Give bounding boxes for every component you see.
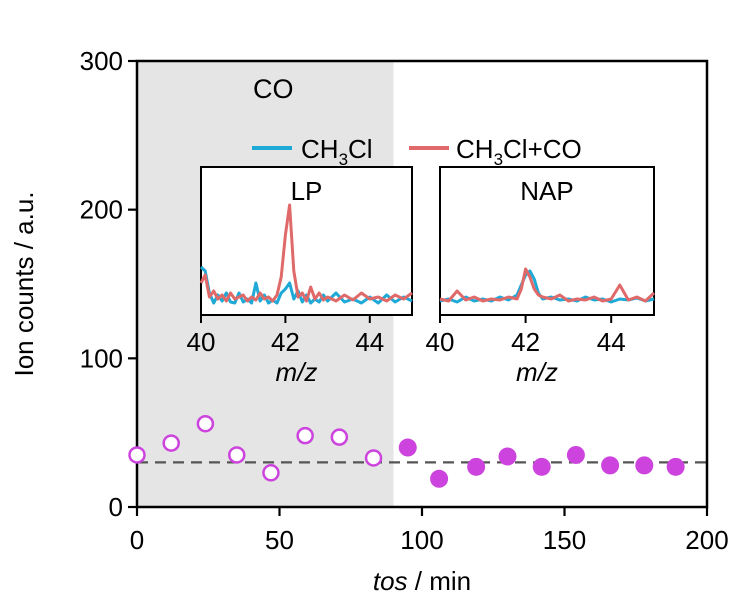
- x-axis-label-unit: / min: [408, 566, 472, 596]
- x-tick-label: 100: [400, 525, 443, 555]
- data-point-open: [364, 449, 383, 467]
- inset-series-line: [199, 265, 413, 305]
- axis-ticks: 0 50 100 150 200 0 100 200 300: [80, 46, 729, 555]
- data-point-filled: [532, 457, 551, 476]
- data-point-open: [228, 446, 246, 464]
- data-point-open: [196, 414, 215, 433]
- co-region-label: CO: [253, 74, 294, 104]
- x-tick-label: 150: [543, 525, 586, 555]
- x-axis-label-variable: tos: [373, 566, 408, 596]
- legend-label-ch3cl: CH3Cl: [301, 134, 373, 169]
- data-point-filled: [467, 457, 486, 476]
- inset-x-tick-label: 40: [187, 327, 216, 357]
- x-tick-label: 50: [265, 525, 294, 555]
- inset-x-tick-label: 44: [355, 327, 384, 357]
- data-point-filled: [566, 445, 585, 464]
- legend-ch3cl-co-main: CH: [456, 134, 494, 164]
- y-tick-label: 200: [80, 195, 123, 225]
- data-point-filled: [398, 438, 417, 457]
- data-point-open: [296, 426, 314, 445]
- legend-label-ch3cl-co: CH3Cl+CO: [456, 134, 582, 169]
- legend-ch3cl-co-sub: 3: [494, 150, 503, 169]
- inset-title: LP: [291, 176, 323, 206]
- x-axis-label: tos / min: [373, 566, 471, 596]
- x-tick-label: 0: [130, 525, 144, 555]
- inset-frame: [439, 166, 655, 316]
- legend-ch3cl-rest: Cl: [348, 134, 373, 164]
- inset-series-line: [199, 203, 413, 303]
- data-point-filled: [601, 456, 620, 475]
- y-tick-label: 0: [109, 492, 123, 522]
- data-point-filled: [430, 469, 449, 488]
- legend-ch3cl-sub: 3: [339, 150, 348, 169]
- data-points: [128, 414, 685, 488]
- inset-x-tick-label: 42: [271, 327, 300, 357]
- data-point-open: [330, 428, 349, 446]
- data-point-open: [162, 434, 180, 452]
- inset-series-line: [439, 267, 656, 303]
- data-point-filled: [498, 447, 517, 466]
- inset-frame: [200, 166, 413, 316]
- inset-x-tick-label: 44: [597, 327, 626, 357]
- legend-ch3cl-main: CH: [301, 134, 339, 164]
- y-axis-label: Ion counts / a.u.: [9, 191, 39, 376]
- x-tick-label: 200: [685, 525, 728, 555]
- inset-nap: NAP 40 42 44 m/z: [426, 166, 656, 387]
- legend-ch3cl-co-rest: Cl+CO: [503, 134, 582, 164]
- data-point-filled: [666, 457, 685, 476]
- y-tick-label: 300: [80, 46, 123, 76]
- inset-legend: CH3Cl CH3Cl+CO: [252, 134, 582, 169]
- inset-x-tick-label: 40: [426, 327, 455, 357]
- data-point-filled: [635, 456, 654, 475]
- data-point-open: [128, 446, 146, 464]
- inset-x-axis-label: m/z: [276, 357, 318, 387]
- data-point-open: [262, 464, 280, 482]
- inset-x-axis-label: m/z: [516, 357, 558, 387]
- inset-title: NAP: [520, 176, 573, 206]
- inset-x-tick-label: 42: [511, 327, 540, 357]
- y-tick-label: 100: [80, 343, 123, 373]
- inset-lp: LP 40 42 44 m/z: [187, 166, 413, 387]
